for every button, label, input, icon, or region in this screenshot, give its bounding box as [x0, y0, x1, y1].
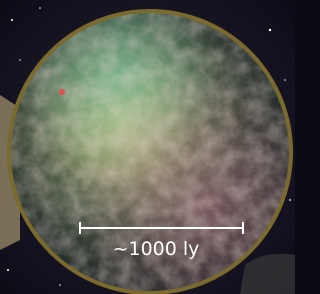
image: ~1000 ly	[0, 0, 295, 294]
scale-label: ~1000 ly	[113, 238, 200, 260]
